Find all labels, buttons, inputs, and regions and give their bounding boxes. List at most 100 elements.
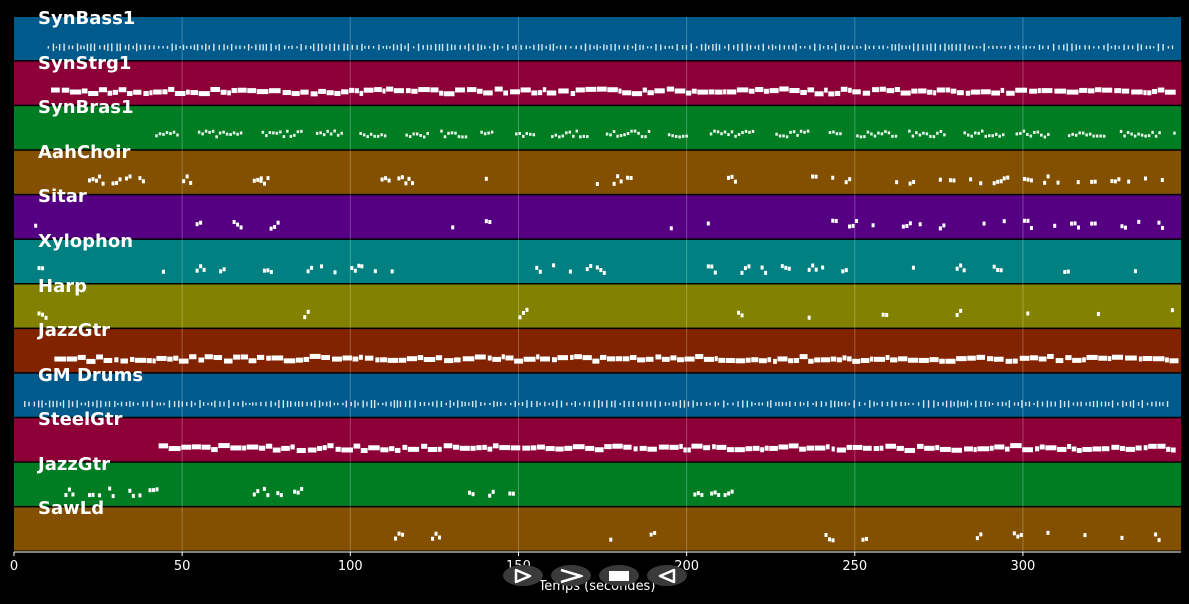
note <box>824 87 828 93</box>
note <box>1155 401 1157 407</box>
note <box>467 43 470 52</box>
note <box>695 354 704 360</box>
note <box>507 44 509 51</box>
note <box>1057 446 1067 452</box>
note <box>118 87 127 93</box>
note <box>740 313 744 318</box>
note <box>930 43 932 52</box>
note <box>246 444 259 450</box>
note <box>579 135 582 139</box>
note <box>672 401 674 407</box>
note <box>272 447 281 453</box>
note <box>1036 130 1040 134</box>
note <box>437 446 442 452</box>
note <box>159 402 162 406</box>
note <box>992 181 996 186</box>
note <box>814 267 818 272</box>
note <box>799 45 802 49</box>
note <box>178 400 180 408</box>
note <box>690 43 693 52</box>
note <box>1022 218 1026 223</box>
note <box>393 400 396 408</box>
note <box>766 401 769 407</box>
note <box>1050 401 1052 407</box>
note <box>1121 88 1130 94</box>
note <box>891 43 893 51</box>
note <box>120 401 123 407</box>
note <box>382 46 384 49</box>
note <box>864 402 866 406</box>
note <box>518 315 522 320</box>
play-button[interactable] <box>503 565 543 586</box>
note <box>596 86 607 92</box>
note <box>609 537 613 542</box>
note <box>700 402 702 406</box>
note <box>806 129 810 133</box>
note <box>637 401 640 407</box>
note <box>202 402 205 406</box>
note <box>811 263 815 268</box>
note <box>103 357 113 363</box>
note <box>918 133 922 137</box>
rewind-button[interactable] <box>647 565 687 586</box>
note <box>199 400 201 408</box>
note <box>1026 177 1030 182</box>
note <box>858 401 861 407</box>
note <box>746 400 749 408</box>
note <box>1144 134 1147 138</box>
note <box>770 400 772 408</box>
note <box>372 46 375 49</box>
note <box>1145 45 1148 50</box>
note <box>568 269 572 274</box>
note <box>584 43 587 52</box>
note <box>1033 402 1035 405</box>
note <box>794 402 796 406</box>
note <box>773 358 777 364</box>
note <box>1004 46 1006 49</box>
note <box>546 90 557 96</box>
note <box>933 400 935 408</box>
note <box>247 44 250 51</box>
note <box>259 44 261 51</box>
note <box>807 87 815 93</box>
note <box>146 401 148 407</box>
note <box>852 358 861 364</box>
note <box>900 90 911 96</box>
note <box>1166 401 1169 407</box>
note <box>1125 402 1128 406</box>
note <box>780 264 784 269</box>
note <box>1088 45 1090 50</box>
note <box>612 443 623 449</box>
note <box>211 447 218 453</box>
note <box>305 45 307 50</box>
note <box>470 445 476 451</box>
stop-button[interactable] <box>599 565 639 586</box>
note <box>201 132 204 136</box>
note <box>360 448 368 454</box>
note <box>1110 179 1114 184</box>
note <box>138 493 142 498</box>
note <box>434 531 438 536</box>
note <box>1126 130 1130 134</box>
note <box>716 130 720 134</box>
note <box>655 354 662 360</box>
note <box>975 536 979 541</box>
track-band <box>14 239 1181 283</box>
note <box>378 44 380 51</box>
note <box>583 401 586 407</box>
note <box>352 356 359 362</box>
note <box>789 130 792 134</box>
note <box>918 357 929 363</box>
note <box>848 402 850 406</box>
note <box>687 401 690 407</box>
note <box>306 309 310 314</box>
note <box>806 445 815 451</box>
note <box>716 444 727 450</box>
note <box>1090 179 1094 184</box>
note <box>522 134 525 138</box>
note <box>151 400 153 408</box>
note <box>743 266 747 271</box>
note <box>488 219 492 224</box>
note <box>788 443 799 449</box>
forward-button[interactable] <box>551 565 591 586</box>
